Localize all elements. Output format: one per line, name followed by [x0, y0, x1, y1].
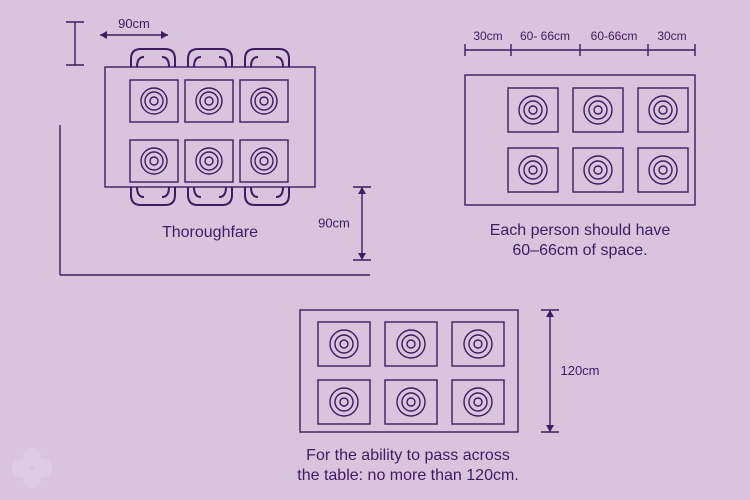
watermark-logo: [10, 446, 54, 490]
left-caption: Thoroughfare: [162, 224, 258, 241]
dim-label-90cm-top: 90cm: [118, 16, 150, 31]
right-table: [465, 75, 695, 205]
right-caption-2: 60–66cm of space.: [512, 242, 647, 259]
dim-label: 30cm: [473, 29, 502, 43]
dim-label-90cm-right: 90cm: [318, 216, 350, 231]
diagram-canvas: 90cm 90cm Thoroughfare 30cm 60- 66cm 60-66cm 3…: [0, 0, 750, 500]
dim-label: 60-66cm: [591, 29, 638, 43]
left-table: [105, 67, 315, 187]
dim-label-120cm: 120cm: [560, 363, 599, 378]
dim-label: 60- 66cm: [520, 29, 570, 43]
bottom-caption-2: the table: no more than 120cm.: [297, 467, 518, 484]
bottom-caption-1: For the ability to pass across: [306, 447, 510, 464]
right-caption-1: Each person should have: [490, 222, 671, 239]
dim-label: 30cm: [657, 29, 686, 43]
